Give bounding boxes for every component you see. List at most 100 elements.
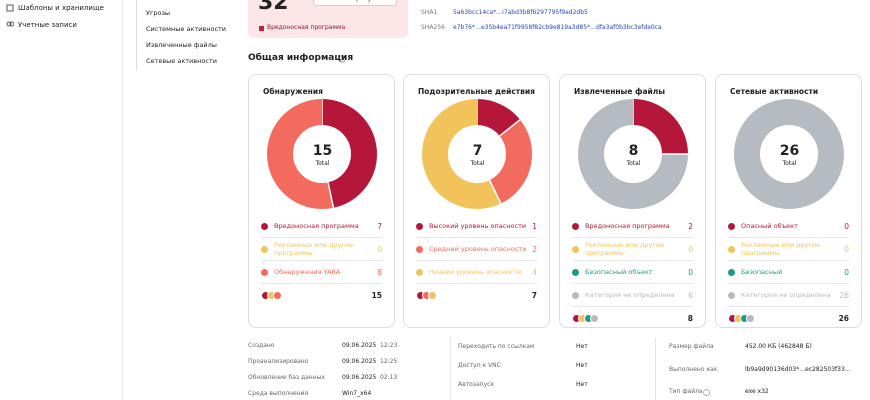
legend-label: Рекламные или другие программы [741,241,821,257]
segment-gap [327,182,335,208]
detail-value: Нет [576,381,588,388]
legend-label: Обнаружения YARA [274,268,341,276]
donut [734,99,844,209]
legend-row[interactable]: Рекламные или другие программы 0 [261,238,382,261]
legend-value: 0 [688,244,693,254]
detail-value: Нет [576,343,588,350]
legend-value: 2 [532,244,537,254]
download-button-label[interactable]: Скачать результаты [326,0,396,2]
mini-dot [273,291,282,300]
detail-label: Размер файла [669,343,714,350]
detail-value: 09.06.2025 [342,374,377,381]
total-value: 26 [838,314,849,323]
sidebar-item[interactable]: Шаблоны и хранилище [18,4,104,12]
total-label: Total [626,160,641,167]
total-value: 15 [371,291,382,300]
legend-row[interactable]: Низкий уровень опасности 4 [416,261,537,284]
card-title: Сетевые активности [730,87,819,96]
legend-dot [572,268,579,276]
total-row: 26 [728,307,849,330]
stat-card: Обнаружения 15 Total Вредоносная программа 7… [248,74,395,328]
legend-value: 6 [688,290,693,300]
donut [267,99,377,209]
score: 32 [258,0,289,15]
detail-label: Автозапуск [458,381,495,388]
detail-value: 09.06.2025 [342,342,377,349]
legend-label: Вредоносная программа [274,222,359,230]
legend-label: Высокий уровень опасности [429,222,527,230]
legend-dots [572,314,688,323]
subnav-item[interactable]: Извлеченные файлы [146,41,217,49]
legend-value: 8 [377,267,382,277]
subnav-item[interactable]: Сетевые активности [146,57,217,65]
detail-label: Тип файла [669,388,703,395]
detail-value: Нет [576,362,588,369]
detail-label: Обновление баз данных [248,374,325,381]
verdict: Вредоносная программа [267,24,346,31]
legend-dot [728,245,735,253]
donut-segment [422,99,532,209]
details-divider [655,338,656,400]
total-label: Total [470,160,485,167]
info-icon[interactable] [338,55,346,63]
sidebar-item[interactable]: Учетные записи [18,21,77,29]
legend-label: Категория не определена [585,291,675,299]
legend-value: 0 [844,267,849,277]
legend-dot [416,245,423,253]
detail-time: 12:25 [380,358,398,365]
legend-dots [416,291,532,300]
legend-row[interactable]: Безопасный объект 0 [572,261,693,284]
subnav-item[interactable]: Системные активности [146,25,227,33]
detail-value: Win7_x64 [342,390,372,397]
legend-value: 1 [532,221,537,231]
hash-value[interactable]: e7b76*…e35b4ea71f9958f82cb9e819a3d85*…df… [453,24,662,31]
legend-label: Низкий уровень опасности [429,268,522,276]
legend-label: Категория не определена [741,291,831,299]
legend-dot [572,291,579,299]
legend: Вредоносная программа 2 Рекламные или друг… [572,215,693,330]
hash-value[interactable]: 5a63bcc14ca*…i7abd3b8f6297795f9ad2db5 [453,9,588,16]
section-title: Общая информация [248,53,354,63]
download-button[interactable] [313,0,397,6]
legend-row[interactable]: Опасный объект 0 [728,215,849,238]
legend-dot [416,268,423,276]
legend-row[interactable]: Категория не определена 26 [728,284,849,307]
detail-time: 02:13 [380,374,398,381]
legend-label: Средний уровень опасности [429,245,527,253]
legend-row[interactable]: Вредоносная программа 2 [572,215,693,238]
legend-label: Рекламные или другие программы [585,241,665,257]
legend-row[interactable]: Обнаружения YARA 8 [261,261,382,284]
detail-label: Выполнено как [669,365,718,373]
legend-value: 0 [377,244,382,254]
detail-label: Доступ к VNC [458,362,501,369]
legend-row[interactable]: Безопасный 0 [728,261,849,284]
legend-value: 0 [844,221,849,231]
detail-label: Проанализировано [248,358,309,365]
total-value: 7 [531,291,537,300]
stat-card: Извлеченные файлы 8 Total Вредоносная прогр… [559,74,706,328]
total-label: Total [782,160,797,167]
detail-value: lb9a9d90136d03*…ec282503f33… [745,365,851,373]
hash-label: SHA256 [421,24,445,31]
legend-row[interactable]: Категория не определена 6 [572,284,693,307]
detail-value: exe x32 [745,388,769,395]
donut [578,99,688,209]
legend-row[interactable]: Рекламные или другие программы 0 [572,238,693,261]
info-icon[interactable] [703,389,710,396]
subnav-item[interactable]: Угрозы [146,9,171,17]
detail-label: Создано [248,342,275,349]
legend: Вредоносная программа 7 Рекламные или друг… [261,215,382,307]
legend-row[interactable]: Средний уровень опасности 2 [416,238,537,261]
detail-label: Среда выполнения [248,390,309,397]
legend-value: 2 [688,221,693,231]
mini-dot [428,291,437,300]
donut-segment [734,99,844,209]
legend-row[interactable]: Вредоносная программа 7 [261,215,382,238]
legend-row[interactable]: Рекламные или другие программы 0 [728,238,849,261]
legend-dot [261,245,268,253]
legend-row[interactable]: Высокий уровень опасности 1 [416,215,537,238]
legend: Опасный объект 0 Рекламные или другие прог… [728,215,849,330]
summary-card [248,0,408,38]
total-value: 8 [687,314,693,323]
